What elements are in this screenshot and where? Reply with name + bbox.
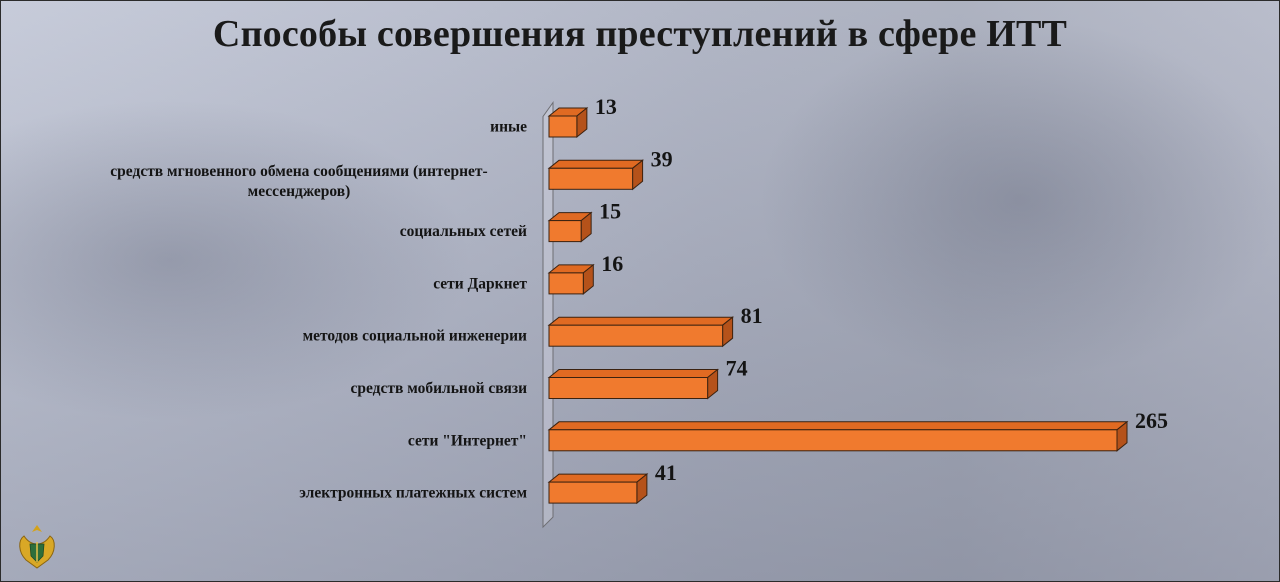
category-label-2: социальных сетей (400, 223, 527, 240)
bar-3 (548, 272, 584, 295)
category-label-4: методов социальной инженерии (303, 328, 527, 345)
value-label-0: 13 (595, 94, 617, 119)
value-label-7: 41 (655, 460, 677, 485)
category-label-0: иные (490, 119, 527, 136)
bar-4 (548, 324, 724, 347)
category-label-line: мессенджеров) (248, 183, 351, 200)
value-label-1: 39 (651, 146, 673, 171)
category-label-3: сети Даркнет (433, 275, 527, 292)
value-label-2: 15 (599, 199, 621, 224)
axis-wall (542, 100, 554, 529)
category-label-7: электронных платежных систем (299, 485, 527, 502)
bar-0 (548, 115, 578, 138)
bar-2 (548, 220, 582, 243)
category-label-5: средств мобильной связи (350, 380, 527, 397)
value-label-4: 81 (741, 303, 763, 328)
chart-title: Способы совершения преступлений в сфере … (212, 13, 1068, 55)
category-label-1: средств мгновенного обмена сообщениями (… (110, 163, 487, 200)
bar-1 (548, 167, 634, 190)
category-label-6: сети "Интернет" (408, 432, 527, 449)
category-label-line: средств мгновенного обмена сообщениями (… (110, 163, 487, 180)
value-label-5: 74 (726, 356, 748, 381)
bar-7 (548, 481, 638, 504)
bar-5 (548, 377, 709, 399)
emblem-icon (14, 522, 60, 572)
bar-6 (548, 429, 1118, 452)
value-label-3: 16 (601, 251, 623, 276)
value-label-6: 265 (1135, 408, 1168, 433)
